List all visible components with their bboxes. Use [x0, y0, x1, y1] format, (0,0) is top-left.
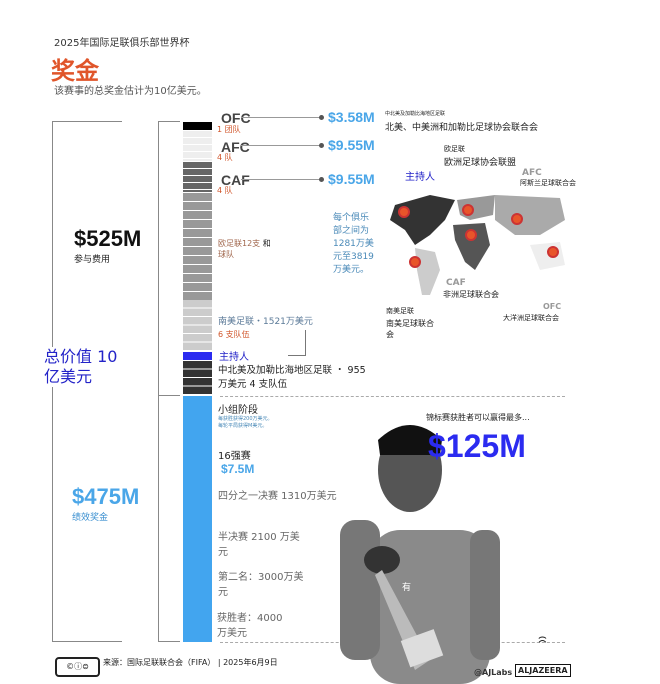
conf-teams-ofc: 1 团队: [217, 125, 241, 134]
supertitle: 2025年国际足联俱乐部世界杯: [54, 38, 190, 49]
map-ofc: OFC: [543, 302, 562, 311]
uefa-range: 每个俱乐部之间为1281万美元至3819万美元。: [333, 213, 374, 275]
brand-logo: ALJAZEERA: [515, 664, 571, 677]
bracket-bottom: [52, 641, 122, 642]
handle: @AJLabs: [474, 668, 513, 677]
subtitle: 该赛事的总奖金估计为10亿美元。: [54, 86, 207, 97]
conf-amount-ofc: $3.58M: [328, 109, 375, 125]
uefa-text: 欧足联12支: [218, 239, 261, 248]
segment-afc: [183, 131, 212, 161]
map-concacaf: 北美、中美洲和加勒比足球协会联合会: [385, 123, 539, 133]
conf-code-caf: CAF: [221, 172, 250, 188]
map-asia: [495, 195, 565, 235]
group-notes: 每获胜获得200万美元。 每轮平局获得M美元。: [218, 416, 273, 430]
bracket-bottom-inner: [158, 641, 180, 642]
map-conmebol-short: 南美足联: [386, 307, 414, 315]
conf-teams-afc: 4 队: [217, 153, 233, 162]
stage-group: 小组阶段: [218, 405, 258, 416]
segment-concacaf: [183, 361, 212, 395]
participation-amount: $525M: [74, 226, 142, 251]
conf-teams-caf: 4 队: [217, 186, 233, 195]
divider: [220, 396, 565, 397]
pin-conmebol: [409, 256, 421, 268]
pin-afc: [511, 213, 523, 225]
uefa-text2: 球队: [218, 250, 234, 259]
page-title: 奖金: [51, 57, 99, 85]
bracket-top: [52, 121, 122, 122]
player-photo: [340, 425, 500, 684]
map-afc: AFC: [522, 168, 542, 178]
host-connector-h: [288, 355, 306, 356]
aljazeera-logo-icon: ꩰ: [536, 634, 560, 660]
map-south-america: [415, 248, 440, 295]
inner-bracket: [158, 121, 159, 642]
conmebol-teams: 6 支队伍: [218, 330, 250, 339]
segment-performance: [183, 396, 212, 642]
stage-runner-up: 第二名：3000万美元: [218, 572, 304, 598]
group-note-2: 每轮平局获得M美元。: [218, 423, 268, 429]
segment-ofc: [183, 122, 212, 130]
map-oceania: [530, 242, 565, 270]
stage-winner: 获胜者：4000万美元: [217, 613, 283, 639]
map-caf-name: 非洲足球联合会: [443, 290, 499, 299]
map-conmebol-name: 南美足球联合会: [386, 319, 434, 339]
total-label: 总价值 10 亿美元: [44, 347, 134, 387]
map-host: 主持人: [405, 172, 435, 183]
conf-code-afc: AFC: [221, 139, 250, 155]
group-note-1: 每获胜获得200万美元。: [218, 416, 273, 422]
photo-text: 有: [402, 583, 412, 593]
map-north-america: [390, 195, 455, 245]
map-concacaf-small: 中北美及加勒比海地区足联: [385, 111, 446, 117]
r16-amount: $7.5M: [221, 462, 255, 476]
arrow: [241, 177, 324, 182]
map-afc-name: 阿斯兰足球联合会: [520, 179, 576, 187]
segment-caf: [183, 162, 212, 192]
stage-sf: 半决赛 2100 万美元: [218, 532, 300, 558]
conmebol-label: 南美足联・1521万美元: [218, 317, 313, 327]
segment-host: [183, 352, 212, 360]
map-caf: CAF: [446, 278, 466, 288]
conf-code-ofc: OFC: [221, 110, 251, 126]
concacaf-label: 中北美及加勒比海地区足联 ・ 955 万美元 4 支队伍: [218, 365, 366, 390]
conf-amount-caf: $9.55M: [328, 171, 375, 187]
uefa-label: 欧足联12支 和球队: [218, 238, 271, 260]
host-connector: [305, 330, 306, 355]
bracket-top-inner: [158, 121, 180, 122]
cc-license-icon: ©ⓘ⊜: [55, 657, 100, 677]
pin-caf: [465, 229, 477, 241]
segment-conmebol: [183, 300, 212, 351]
segment-uefa: [183, 193, 212, 300]
arrow: [241, 115, 324, 120]
map-ofc-name: 大洋洲足球联合会: [503, 314, 559, 322]
stage-qf: 四分之一决赛 1310万美元: [218, 491, 337, 502]
uefa-and: 和: [262, 239, 271, 248]
participation-label: 参与费用: [74, 255, 111, 265]
conf-amount-afc: $9.55M: [328, 137, 375, 153]
bracket-mid: [158, 395, 180, 396]
winner-callout-amount: $125M: [428, 428, 526, 464]
pin-uefa: [462, 204, 474, 216]
map-africa: [453, 223, 490, 270]
stage-r16: 16强赛: [218, 451, 251, 462]
winner-callout-text: 锦标赛获胜者可以赢得最多...: [426, 413, 530, 422]
arrow: [241, 143, 324, 148]
map-uefa: 欧洲足球协会联盟: [444, 158, 517, 168]
map-uefa-short: 欧足联: [444, 145, 465, 153]
performance-amount: $475M: [72, 484, 140, 509]
source: 来源：国际足联联合会（FIFA） | 2025年6月9日: [103, 658, 278, 667]
host-label: 主持人: [219, 352, 249, 363]
pin-ofc: [547, 246, 559, 258]
pin-concacaf: [398, 206, 410, 218]
performance-label: 绩效奖金: [72, 513, 109, 523]
